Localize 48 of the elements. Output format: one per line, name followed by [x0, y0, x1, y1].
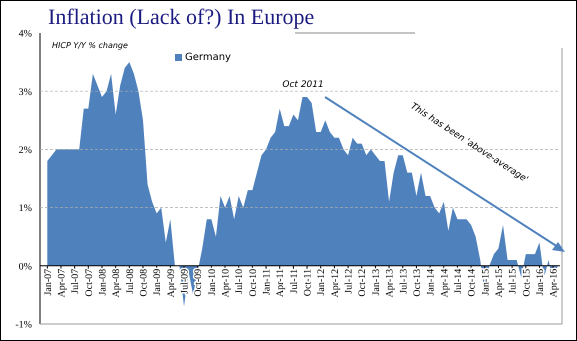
x-tick-label: Oct-14	[466, 268, 478, 297]
y-tick-label: 2%	[18, 144, 32, 156]
y-tick-label: 3%	[18, 86, 32, 98]
chart-title: Inflation (Lack of?) In Europe	[48, 4, 314, 29]
x-tick-label: Jan-15	[480, 268, 492, 296]
y-tick-label: 0%	[18, 261, 32, 272]
x-tick-label: Jan-10	[206, 268, 218, 296]
x-tick-label: Apr-09	[166, 268, 177, 298]
x-tick-label: Jan-14	[426, 268, 437, 296]
x-tick-label: Jan-07	[42, 268, 54, 296]
text: HICP Y/Y % change	[52, 41, 128, 50]
x-tick-label: Jul-14	[452, 268, 464, 294]
x-tick-label: Oct-13	[412, 268, 423, 297]
y-tick-label: 1%	[18, 203, 32, 214]
x-tick-label: Apr-14	[439, 268, 450, 298]
x-tick-label: Jan-12	[316, 268, 328, 296]
x-tick-label: Jan-11	[262, 268, 273, 296]
x-tick-label: Jul-15	[508, 268, 519, 294]
x-tick-label: Apr-10	[220, 268, 232, 298]
x-tick-label: Apr-08	[111, 268, 122, 298]
legend-label: Germany	[184, 52, 231, 63]
x-tick-label: Jan-16	[534, 268, 546, 296]
annotation: Oct 2011	[282, 80, 324, 90]
x-tick-label: Apr-13	[384, 268, 396, 298]
x-tick-label: Apr-16	[548, 268, 560, 298]
x-tick-label: Jan-09	[152, 268, 164, 296]
x-tick-label: Jul-13	[398, 268, 410, 294]
x-tick-label: Oct-08	[138, 268, 150, 297]
x-tick-label: Jul-09	[180, 268, 191, 294]
x-tick-label: Oct-07	[84, 268, 95, 297]
x-tick-label: Apr-12	[330, 268, 341, 298]
y-tick-label: 4%	[18, 28, 32, 40]
x-tick-label: Apr-07	[56, 268, 68, 298]
x-tick-label: Jan-13	[370, 268, 382, 296]
x-tick-label: Jul-11	[288, 268, 300, 294]
x-tick-label: Apr-11	[275, 268, 286, 298]
x-tick-label: Oct-10	[248, 268, 259, 297]
x-tick-label: Jan-08	[97, 268, 108, 296]
x-tick-label: Oct-09	[193, 268, 204, 297]
x-tick-label: Jul-12	[344, 268, 355, 294]
x-tick-label: Jul-07	[70, 268, 82, 294]
x-tick-label: Oct-15	[521, 268, 532, 297]
x-tick-label: Jul-10	[234, 268, 246, 294]
x-tick-label: Oct-11	[302, 268, 314, 296]
x-tick-label: Oct-12	[357, 268, 368, 297]
y-tick-label: -1%	[15, 320, 32, 331]
x-tick-label: Apr-15	[494, 268, 505, 298]
x-tick-label: Jul-08	[124, 268, 136, 294]
